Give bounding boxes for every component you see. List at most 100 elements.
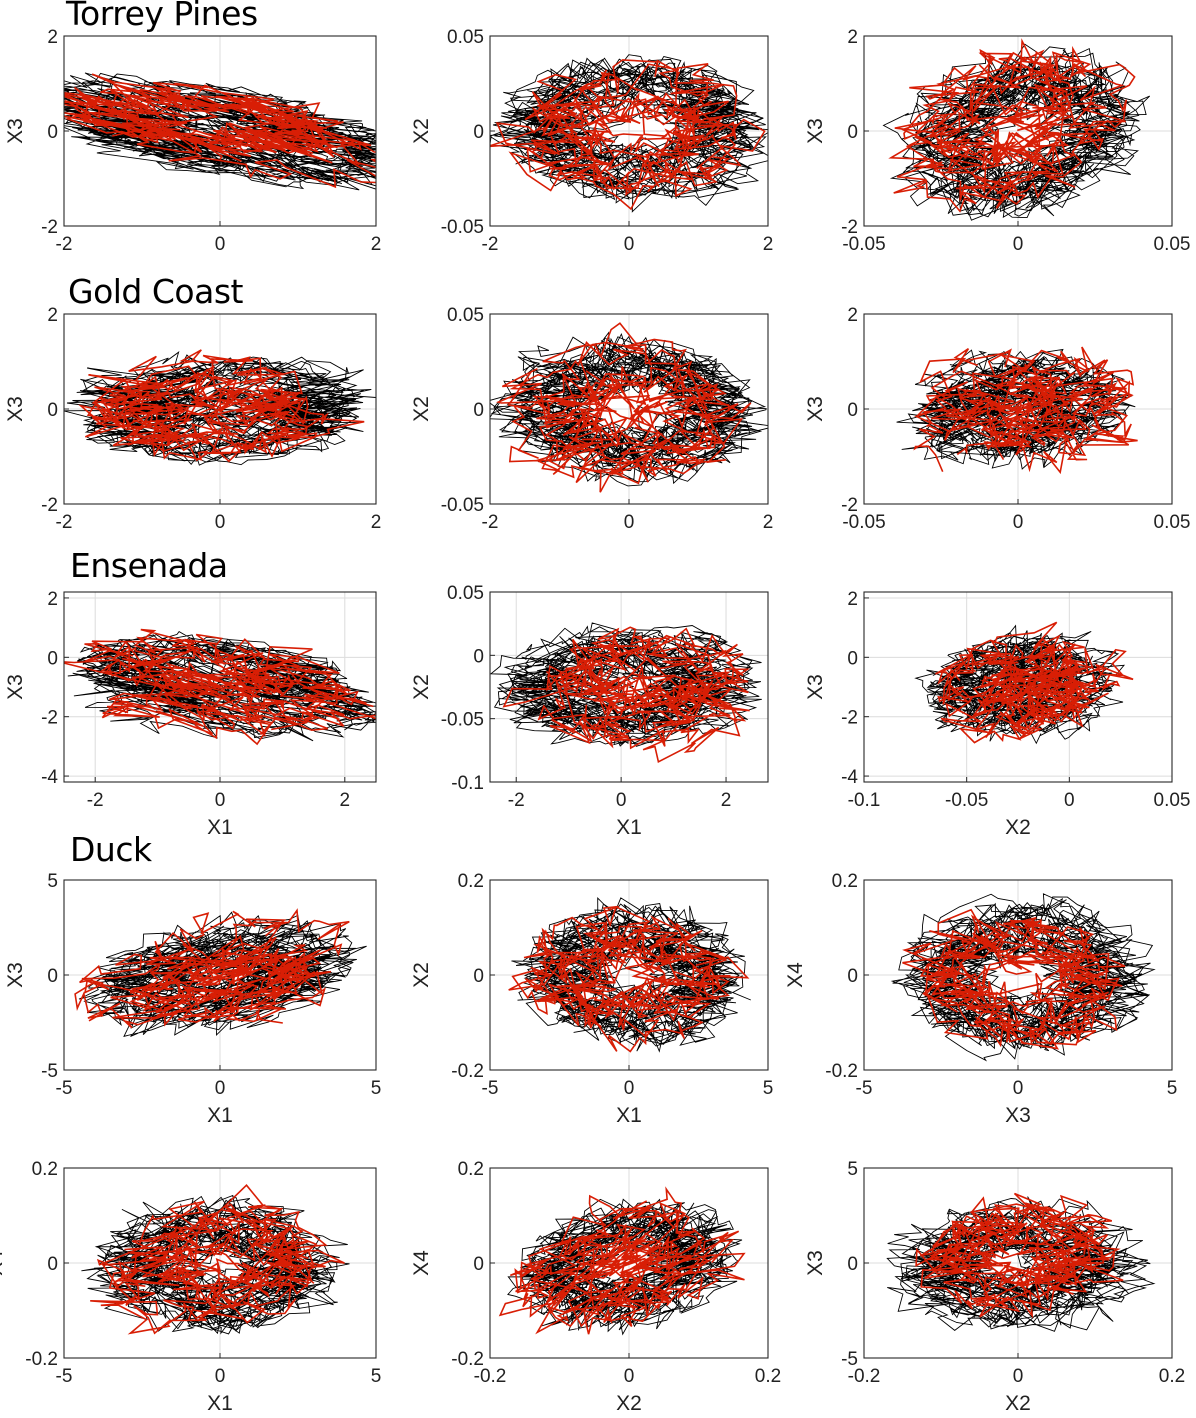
x-tick-label: 0 xyxy=(215,1366,226,1387)
y-tick-label: -0.1 xyxy=(451,773,484,794)
y-axis-label: X3 xyxy=(4,962,27,988)
axes-frame xyxy=(863,591,1173,783)
x-axis-label: X1 xyxy=(207,1104,233,1127)
panel-title-gold-coast: Gold Coast xyxy=(68,272,243,311)
subplot-3-0: -5 0 5 -5 0 5 X1 X3 xyxy=(4,871,381,1127)
x-tick-label: 0 xyxy=(215,512,226,533)
y-tick-label: 0 xyxy=(473,646,484,667)
x-axis-label: X1 xyxy=(207,816,233,839)
y-tick-label: 0 xyxy=(473,966,484,987)
x-tick-label: 2 xyxy=(340,790,351,811)
subplot-4-1: -0.2 0 0.2 -0.2 0 0.2 X2 X4 xyxy=(410,1159,781,1415)
y-tick-label: 2 xyxy=(847,305,858,326)
x-tick-label: -0.1 xyxy=(848,790,881,811)
panel-title-ensenada: Ensenada xyxy=(70,546,228,585)
x-tick-label: 0.05 xyxy=(1154,234,1191,255)
y-tick-label: -0.05 xyxy=(441,710,484,731)
x-tick-label: -2 xyxy=(56,512,73,533)
y-tick-label: 0 xyxy=(847,648,858,669)
observed-trajectory-line xyxy=(935,621,1134,744)
y-tick-label: 0 xyxy=(847,1254,858,1275)
model-trajectory-line xyxy=(890,893,1156,1062)
y-tick-label: -5 xyxy=(841,1349,858,1370)
x-tick-label: -0.05 xyxy=(842,234,885,255)
observed-trajectory-line xyxy=(64,73,376,189)
observed-trajectory-line xyxy=(502,626,751,763)
y-axis-label: X3 xyxy=(4,674,27,700)
x-tick-label: 0 xyxy=(624,1078,635,1099)
observed-trajectory-line xyxy=(913,346,1138,475)
axes-frame xyxy=(489,591,769,783)
x-axis-label: X1 xyxy=(616,816,642,839)
y-tick-label: -2 xyxy=(41,495,58,516)
x-tick-label: -5 xyxy=(856,1078,873,1099)
y-tick-label: -2 xyxy=(841,495,858,516)
x-axis-label: X2 xyxy=(1005,1392,1031,1415)
y-tick-label: 0 xyxy=(47,1254,58,1275)
x-tick-label: 0 xyxy=(624,1366,635,1387)
axes-frame xyxy=(489,879,769,1071)
subplot-2-0: -2 0 2 -4 -2 0 2 X1 X3 xyxy=(4,589,377,839)
observed-trajectory-line xyxy=(902,908,1126,1050)
axes-frame xyxy=(489,1167,769,1359)
x-tick-label: -5 xyxy=(56,1078,73,1099)
x-axis-label: X2 xyxy=(616,1392,642,1415)
x-tick-label: -5 xyxy=(56,1366,73,1387)
panel-title-torrey-pines: Torrey Pines xyxy=(66,0,258,33)
x-tick-label: 5 xyxy=(371,1366,382,1387)
x-axis-label: X1 xyxy=(207,1392,233,1415)
x-tick-label: 5 xyxy=(371,1078,382,1099)
y-tick-label: -2 xyxy=(841,708,858,729)
axes-frame xyxy=(63,879,377,1071)
y-tick-label: -0.2 xyxy=(451,1349,484,1370)
y-tick-label: 2 xyxy=(847,27,858,48)
y-tick-label: -2 xyxy=(841,217,858,238)
x-tick-label: 2 xyxy=(371,234,382,255)
y-tick-label: 0 xyxy=(47,966,58,987)
x-tick-label: 0 xyxy=(624,234,635,255)
x-axis-label: X1 xyxy=(616,1104,642,1127)
model-trajectory-line xyxy=(490,622,762,747)
y-tick-label: 0.2 xyxy=(458,1159,484,1180)
subplot-4-0: -5 0 5 -0.2 0 0.2 X1 X4 xyxy=(0,1159,381,1415)
x-tick-label: 0 xyxy=(1013,1078,1024,1099)
x-tick-label: 0 xyxy=(1064,790,1075,811)
observed-trajectory-line xyxy=(508,905,750,1053)
y-tick-label: 0 xyxy=(847,966,858,987)
y-tick-label: -5 xyxy=(41,1061,58,1082)
observed-trajectory-line xyxy=(915,1192,1124,1319)
axes-frame xyxy=(863,1167,1173,1359)
x-tick-label: 0 xyxy=(616,790,627,811)
axes-frame xyxy=(63,591,377,783)
y-tick-label: 2 xyxy=(847,589,858,610)
subplot-3-2: -5 0 5 -0.2 0 0.2 X3 X4 xyxy=(784,871,1177,1127)
subplot-1-0: -2 0 2 -2 0 2 X3 xyxy=(4,305,381,533)
observed-trajectory-line xyxy=(495,322,752,493)
x-tick-label: -2 xyxy=(482,234,499,255)
x-tick-label: 0 xyxy=(1013,234,1024,255)
y-tick-label: 0.05 xyxy=(447,305,484,326)
y-tick-label: -0.2 xyxy=(825,1061,858,1082)
x-tick-label: -2 xyxy=(56,234,73,255)
subplot-1-2: -0.05 0 0.05 -2 0 2 X3 xyxy=(804,305,1190,533)
subplot-4-2: -0.2 0 0.2 -5 0 5 X2 X3 xyxy=(804,1159,1185,1415)
x-tick-label: 0 xyxy=(215,234,226,255)
y-axis-label: X2 xyxy=(410,962,433,988)
y-tick-label: -0.2 xyxy=(451,1061,484,1082)
y-tick-label: 0 xyxy=(473,122,484,143)
y-tick-label: 2 xyxy=(47,27,58,48)
x-tick-label: 0.05 xyxy=(1154,512,1191,533)
y-tick-label: 0.05 xyxy=(447,583,484,604)
y-tick-label: 0.05 xyxy=(447,27,484,48)
observed-trajectory-line xyxy=(78,349,365,463)
x-tick-label: 2 xyxy=(763,234,774,255)
y-axis-label: X3 xyxy=(804,118,827,144)
y-tick-label: 0 xyxy=(47,400,58,421)
axes-frame xyxy=(863,313,1173,505)
x-axis-label: X2 xyxy=(1005,816,1031,839)
x-tick-label: -5 xyxy=(482,1078,499,1099)
y-tick-label: -0.05 xyxy=(441,217,484,238)
y-axis-label: X3 xyxy=(804,396,827,422)
y-tick-label: 0 xyxy=(847,400,858,421)
